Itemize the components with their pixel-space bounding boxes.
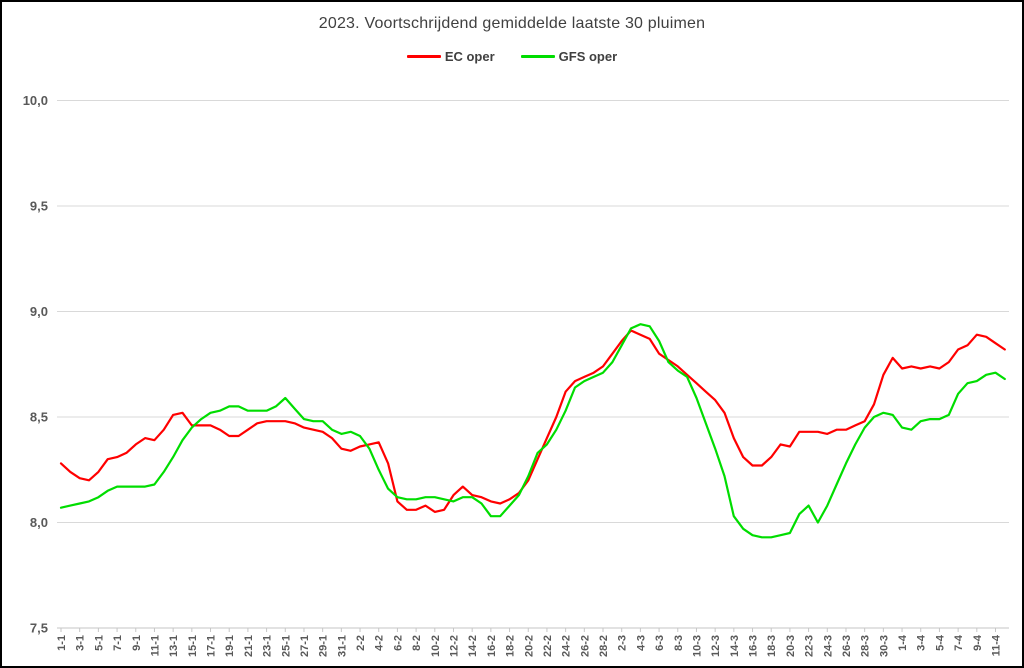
x-axis-label-20-2: 20-2 [523, 635, 535, 657]
x-axis-label-22-2: 22-2 [542, 635, 554, 657]
y-axis-label-8,0: 8,0 [30, 515, 48, 530]
x-axis-label-27-1: 27-1 [299, 635, 311, 657]
x-axis-label-15-1: 15-1 [187, 635, 199, 657]
x-axis-label-8-3: 8-3 [673, 635, 685, 651]
x-axis-label-11-1: 11-1 [149, 635, 161, 656]
x-axis-label-19-1: 19-1 [224, 635, 236, 657]
gfs-oper-line-swatch [520, 55, 555, 58]
x-axis-label-10-2: 10-2 [430, 635, 442, 657]
x-axis-label-26-3: 26-3 [841, 635, 853, 657]
x-axis-label-3-1: 3-1 [75, 635, 87, 651]
series-line-gfs-oper[interactable] [59, 323, 1006, 539]
x-axis-label-14-2: 14-2 [467, 635, 479, 657]
x-axis-label-28-3: 28-3 [860, 635, 872, 657]
x-axis-label-22-3: 22-3 [804, 635, 816, 657]
x-axis-label-7-1: 7-1 [112, 635, 124, 651]
x-axis-label-18-2: 18-2 [505, 635, 517, 657]
legend-item-gfs-oper[interactable]: GFS oper [520, 49, 618, 64]
x-axis-label-20-3: 20-3 [785, 635, 797, 657]
x-axis-label-23-1: 23-1 [262, 635, 274, 657]
x-axis-label-2-3: 2-3 [617, 635, 629, 651]
y-axis-label-8,5: 8,5 [30, 410, 48, 425]
y-axis-label-9,5: 9,5 [30, 199, 48, 214]
x-axis-label-21-1: 21-1 [243, 635, 255, 657]
y-axis-label-9,0: 9,0 [30, 304, 48, 319]
x-axis-label-3-4: 3-4 [916, 634, 928, 651]
x-axis-label-18-3: 18-3 [766, 635, 778, 657]
x-axis-label-11-4: 11-4 [991, 634, 1003, 656]
x-axis-label-26-2: 26-2 [579, 635, 591, 657]
x-axis-label-6-2: 6-2 [392, 635, 404, 651]
y-axis-label-10,0: 10,0 [23, 93, 48, 108]
x-axis-label-5-1: 5-1 [93, 635, 105, 651]
x-axis-label-25-1: 25-1 [280, 635, 292, 657]
x-axis-label-10-3: 10-3 [691, 635, 703, 657]
series-line-ec-oper[interactable] [59, 329, 1006, 513]
x-axis-label-8-2: 8-2 [411, 635, 423, 651]
x-axis-label-12-2: 12-2 [448, 635, 460, 657]
x-axis-label-30-3: 30-3 [878, 635, 890, 657]
legend-label-gfs-oper: GFS oper [558, 49, 618, 64]
x-axis-label-16-3: 16-3 [748, 635, 760, 657]
chart-legend: EC oper GFS oper [2, 49, 1022, 64]
x-axis-label-14-3: 14-3 [729, 635, 741, 657]
x-axis-label-4-3: 4-3 [635, 635, 647, 651]
x-axis-label-9-4: 9-4 [972, 634, 984, 651]
x-axis-label-24-2: 24-2 [561, 635, 573, 657]
x-axis-label-24-3: 24-3 [822, 635, 834, 657]
y-axis-label-7,5: 7,5 [30, 621, 48, 636]
x-axis-label-4-2: 4-2 [374, 635, 386, 651]
x-axis-label-29-1: 29-1 [318, 635, 330, 657]
x-axis-label-12-3: 12-3 [710, 635, 722, 657]
x-axis-label-6-3: 6-3 [654, 635, 666, 651]
x-axis-label-13-1: 13-1 [168, 635, 180, 657]
x-axis-label-1-4: 1-4 [897, 634, 909, 651]
x-axis-label-9-1: 9-1 [131, 635, 143, 651]
ec-oper-line-swatch [406, 55, 441, 58]
x-axis-label-28-2: 28-2 [598, 635, 610, 657]
x-axis-label-16-2: 16-2 [486, 635, 498, 657]
legend-item-ec-oper[interactable]: EC oper [406, 49, 495, 64]
chart-title: 2023. Voortschrijdend gemiddelde laatste… [318, 15, 706, 32]
x-axis-label-31-1: 31-1 [336, 635, 348, 657]
legend-label-ec-oper: EC oper [444, 49, 495, 64]
x-axis-label-5-4: 5-4 [934, 634, 946, 651]
x-axis-label-2-2: 2-2 [355, 635, 367, 651]
x-axis-label-17-1: 17-1 [206, 635, 218, 657]
x-axis-label-7-4: 7-4 [953, 634, 965, 651]
x-axis-label-1-1: 1-1 [56, 635, 68, 651]
